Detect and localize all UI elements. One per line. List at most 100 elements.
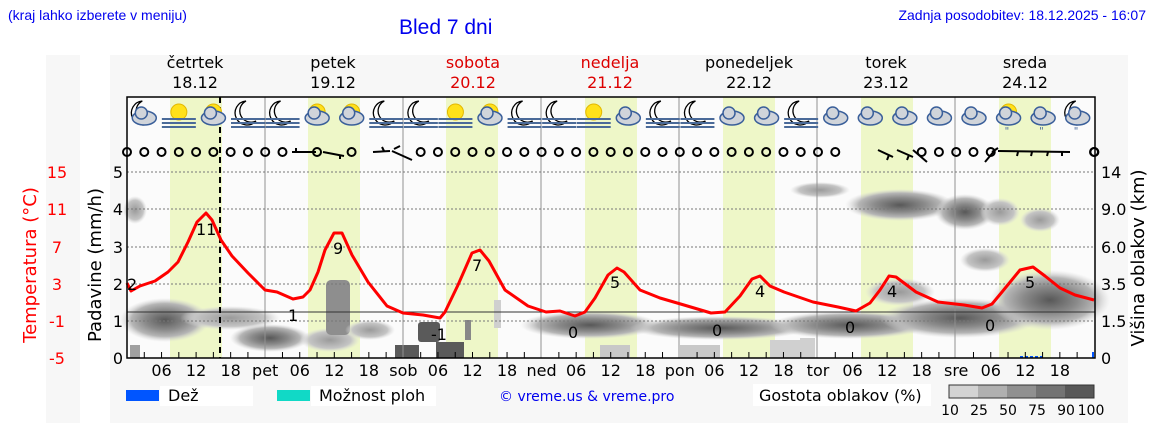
- svg-text:1: 1: [288, 306, 298, 325]
- location-hint: (kraj lahko izberete v meniju): [8, 7, 187, 23]
- svg-text:9.0: 9.0: [1101, 200, 1126, 219]
- svg-text:7: 7: [52, 238, 62, 257]
- svg-text:ned: ned: [527, 361, 557, 380]
- svg-text:5: 5: [1025, 273, 1035, 292]
- precip-axis-label: Padavine (mm/h): [85, 188, 106, 342]
- day-header-6: sreda 24.12: [1002, 53, 1048, 92]
- cloud-height-axis-ticks: 14 9.0 6.0 3.5 1.5 0: [1101, 163, 1126, 368]
- cloud-density-scale: [948, 384, 1095, 399]
- svg-text:3.5: 3.5: [1101, 275, 1126, 294]
- grid-lines: [127, 171, 1095, 322]
- svg-text:sre: sre: [944, 361, 968, 380]
- svg-text:06: 06: [151, 361, 171, 380]
- svg-text:12: 12: [739, 361, 759, 380]
- svg-text:-5: -5: [49, 349, 65, 368]
- day-header-1: petek 19.12: [310, 53, 356, 92]
- svg-text:sob: sob: [389, 361, 417, 380]
- svg-text:6.0: 6.0: [1101, 238, 1126, 257]
- svg-text:12: 12: [186, 361, 206, 380]
- svg-text:18: 18: [359, 361, 379, 380]
- svg-text:7: 7: [472, 256, 482, 275]
- cloud-density-layer: [120, 182, 1110, 358]
- svg-text:1.5: 1.5: [1101, 312, 1126, 331]
- svg-text:4: 4: [887, 282, 897, 301]
- svg-text:0: 0: [712, 321, 722, 340]
- svg-text:12: 12: [1015, 361, 1035, 380]
- svg-text:11: 11: [47, 200, 67, 219]
- svg-text:18: 18: [635, 361, 655, 380]
- svg-text:5: 5: [113, 163, 123, 182]
- svg-text:06: 06: [842, 361, 862, 380]
- svg-text:3: 3: [52, 275, 62, 294]
- wind-barbs: [292, 145, 1071, 163]
- svg-text:18: 18: [911, 361, 931, 380]
- svg-text:50: 50: [999, 403, 1017, 419]
- svg-text:0: 0: [1101, 349, 1111, 368]
- hour-ticks: [143, 352, 1078, 358]
- svg-text:18: 18: [497, 361, 517, 380]
- x-axis-labels: 06 12 18 06 12 18 pet 06 12 18 sob 06 12 18 ned 06 12 18 p…: [151, 361, 1070, 380]
- svg-text:1: 1: [113, 312, 123, 331]
- svg-text:3: 3: [113, 238, 123, 257]
- showers-legend-label: Možnost ploh: [319, 386, 425, 405]
- temperature-labels: 2 11 1 9 -1 7 0 5 0 4 0 4 0 5: [127, 220, 1035, 344]
- rain-trace: [1020, 352, 1094, 358]
- day-header-3: nedelja 21.12: [580, 53, 640, 92]
- day-header-2: sobota 20.12: [445, 53, 501, 92]
- svg-text:": ": [1039, 126, 1044, 137]
- svg-text:14: 14: [1101, 163, 1121, 182]
- day-header-5: torek 23.12: [863, 53, 909, 92]
- day-header-0: četrtek 18.12: [166, 53, 224, 92]
- rain-legend-swatch: [126, 390, 159, 401]
- rain-legend-label: Dež: [168, 386, 199, 405]
- svg-text:9: 9: [333, 239, 343, 258]
- temp-axis-label: Temperatura (°C): [20, 187, 41, 344]
- svg-text:-1: -1: [49, 312, 65, 331]
- svg-text:12: 12: [877, 361, 897, 380]
- cloud-density-label: Gostota oblakov (%): [759, 386, 922, 405]
- svg-text:25: 25: [970, 403, 988, 419]
- copyright: © vreme.us & vreme.pro: [499, 389, 674, 405]
- cloud-height-axis-label: Višina oblakov (km): [1128, 169, 1149, 346]
- svg-text:12: 12: [601, 361, 621, 380]
- svg-text:5: 5: [610, 273, 620, 292]
- svg-text:10: 10: [941, 403, 959, 419]
- svg-text:18: 18: [773, 361, 793, 380]
- svg-text:2: 2: [113, 275, 123, 294]
- svg-text:90: 90: [1057, 403, 1075, 419]
- temp-axis-ticks: 15 11 7 3 -1 -5: [47, 163, 67, 368]
- svg-text:4: 4: [755, 282, 765, 301]
- day-header-4: ponedeljek 22.12: [705, 53, 793, 92]
- svg-text:12: 12: [324, 361, 344, 380]
- svg-text:06: 06: [704, 361, 724, 380]
- svg-text:": ": [1074, 126, 1079, 137]
- svg-text:100: 100: [1078, 403, 1105, 419]
- svg-text:pet: pet: [252, 361, 278, 380]
- showers-legend-swatch: [277, 390, 310, 401]
- cloud-density-ticks: 10 25 50 75 90 100: [941, 403, 1104, 419]
- svg-text:11: 11: [196, 220, 216, 239]
- svg-text:-1: -1: [431, 325, 447, 344]
- svg-text:4: 4: [113, 200, 123, 219]
- svg-text:18: 18: [1050, 361, 1070, 380]
- svg-text:pon: pon: [665, 361, 695, 380]
- page-title: Bled 7 dni: [399, 16, 493, 39]
- svg-text:18: 18: [220, 361, 240, 380]
- svg-text:06: 06: [566, 361, 586, 380]
- svg-text:0: 0: [568, 323, 578, 342]
- svg-text:": ": [1005, 126, 1010, 137]
- last-update: Zadnja posodobitev: 18.12.2025 - 16:07: [898, 7, 1146, 23]
- svg-text:75: 75: [1028, 403, 1046, 419]
- svg-text:06: 06: [290, 361, 310, 380]
- svg-text:0: 0: [113, 349, 123, 368]
- svg-text:tor: tor: [807, 361, 830, 380]
- svg-text:06: 06: [981, 361, 1001, 380]
- svg-text:2: 2: [127, 275, 137, 294]
- svg-text:15: 15: [47, 163, 67, 182]
- svg-text:06: 06: [428, 361, 448, 380]
- svg-text:0: 0: [985, 316, 995, 335]
- svg-text:12: 12: [462, 361, 482, 380]
- weather-icons-row: " " ": [130, 100, 1091, 137]
- temperature-line: [125, 211, 1095, 320]
